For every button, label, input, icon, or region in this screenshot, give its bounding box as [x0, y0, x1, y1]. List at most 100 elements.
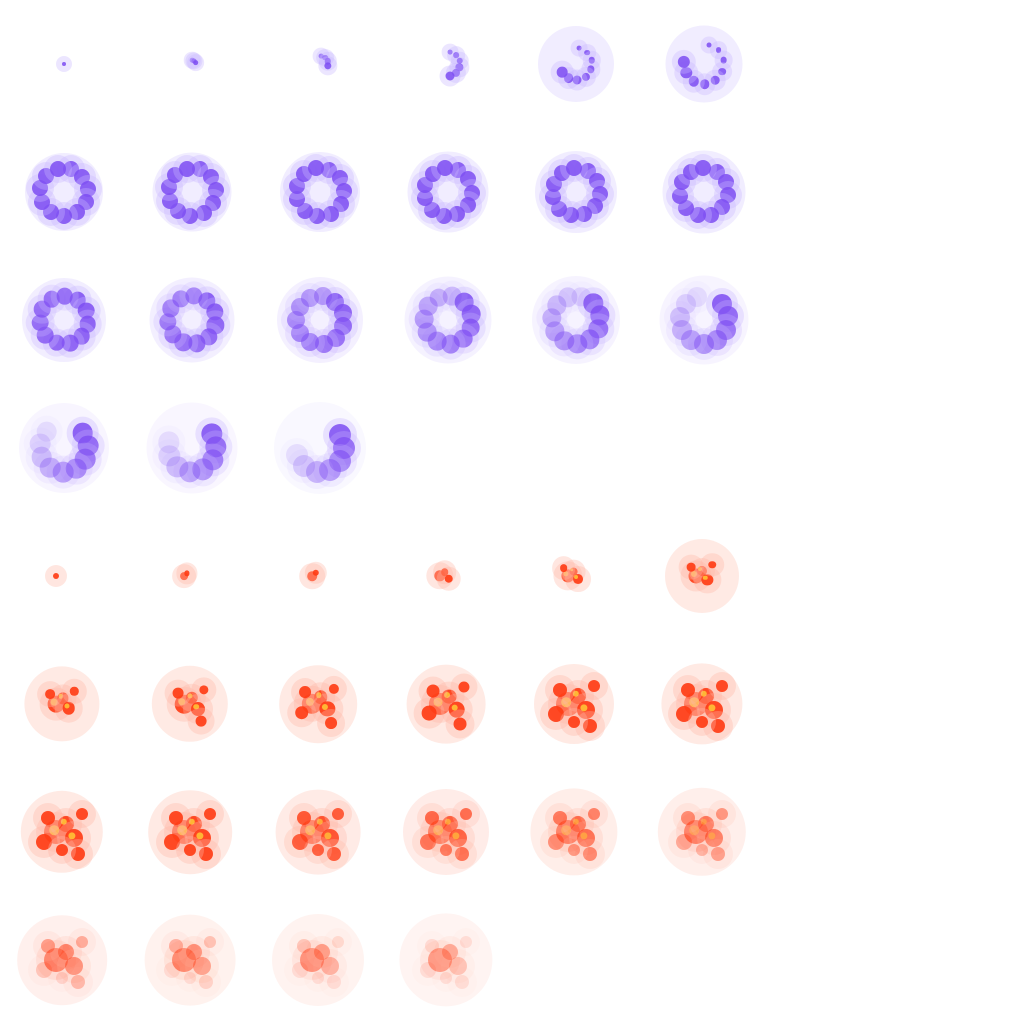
orange-fire-burst-frame [0, 896, 128, 1024]
flame-highlight [561, 697, 571, 707]
flame-core [568, 716, 580, 728]
flame-core [297, 939, 311, 953]
flame-highlight [315, 692, 322, 698]
flame-glow [668, 826, 700, 858]
flame-core [686, 562, 696, 572]
purple-ring-burst-frame [640, 128, 768, 256]
particle-core [182, 207, 199, 224]
particle-core [68, 204, 85, 221]
flame-glow [417, 931, 447, 961]
flame-core [425, 939, 439, 953]
flame-glow [324, 928, 352, 956]
particle-core [295, 166, 312, 183]
flame-core [440, 972, 452, 984]
purple-ring-burst-frame [0, 0, 128, 128]
flame-glow [412, 954, 444, 986]
particle-core [65, 458, 87, 480]
flame-glow [708, 800, 736, 828]
orange-fire-burst-frame [512, 640, 640, 768]
purple-ring-burst-frame [128, 0, 256, 128]
orange-fire-burst-frame [0, 512, 128, 640]
purple-ring-burst-frame [512, 256, 640, 384]
particle-core [429, 288, 449, 308]
flame-core [425, 811, 439, 825]
particle-core [161, 192, 178, 209]
orange-fire-burst-frame [128, 768, 256, 896]
flame-glow [178, 936, 210, 968]
flame-core [434, 570, 446, 582]
flame-core [186, 944, 202, 960]
particle-glow [299, 454, 334, 489]
particle-core [55, 207, 72, 224]
flame-core [460, 808, 472, 820]
flame-core [568, 844, 580, 856]
particle-core [329, 449, 352, 472]
purple-ring-burst-frame [256, 0, 384, 128]
purple-ring-burst-frame [256, 256, 384, 384]
flame-core [36, 962, 52, 978]
particle-core [451, 69, 460, 78]
particle-core [447, 49, 453, 55]
purple-ring-burst-frame [384, 128, 512, 256]
flame-core [71, 975, 85, 989]
flame-core [440, 568, 449, 576]
flame-core [559, 564, 568, 573]
purple-ring-burst-frame [0, 128, 128, 256]
purple-ring-burst-frame [384, 256, 512, 384]
particle-core [158, 445, 180, 467]
flame-highlight [580, 704, 588, 712]
flame-glow [447, 967, 477, 997]
flame-highlight [451, 704, 458, 711]
particle-core [680, 67, 692, 79]
orange-fire-burst-frame [256, 768, 384, 896]
particle-core [718, 67, 727, 76]
flame-core [300, 948, 324, 972]
particle-core [437, 160, 454, 177]
particle-core [49, 160, 66, 177]
particle-glow [669, 288, 702, 321]
flame-glow [420, 940, 460, 980]
flame-glow [304, 964, 332, 992]
particle-glow [279, 437, 314, 472]
particle-core [289, 191, 306, 208]
flame-core [195, 715, 207, 727]
particle-core [715, 47, 722, 54]
flame-glow [176, 964, 204, 992]
particle-glow [152, 439, 186, 473]
particle-core [677, 55, 691, 69]
flame-core [548, 834, 564, 850]
orange-fire-burst-frame [128, 640, 256, 768]
particle-core [157, 431, 180, 454]
particle-glow [423, 282, 455, 314]
flame-highlight [322, 704, 329, 711]
particle-core [551, 200, 568, 217]
particle-core [694, 333, 715, 354]
flame-core [76, 808, 88, 820]
flame-core [41, 811, 55, 825]
flame-core [164, 962, 180, 978]
flame-core [548, 706, 564, 722]
particle-core [717, 173, 734, 190]
orange-fire-burst-frame [256, 640, 384, 768]
particle-core [32, 180, 49, 197]
particle-core [554, 331, 574, 351]
particle-core [166, 456, 188, 478]
flame-core [458, 681, 470, 693]
particle-core [558, 287, 578, 308]
particle-core [711, 76, 720, 85]
particle-core [171, 290, 190, 308]
flame-highlight [305, 825, 315, 835]
particle-core [178, 160, 195, 177]
particle-core [695, 160, 712, 176]
flame-glow [703, 839, 733, 869]
orange-fire-burst-frame [128, 512, 256, 640]
particle-glow [312, 452, 347, 487]
flame-core [421, 705, 437, 721]
flame-core [36, 834, 52, 850]
flame-glow [540, 826, 572, 858]
particle-core [571, 286, 592, 307]
particle-glow [664, 300, 697, 333]
flame-core [711, 719, 725, 733]
flame-highlight [572, 690, 580, 698]
